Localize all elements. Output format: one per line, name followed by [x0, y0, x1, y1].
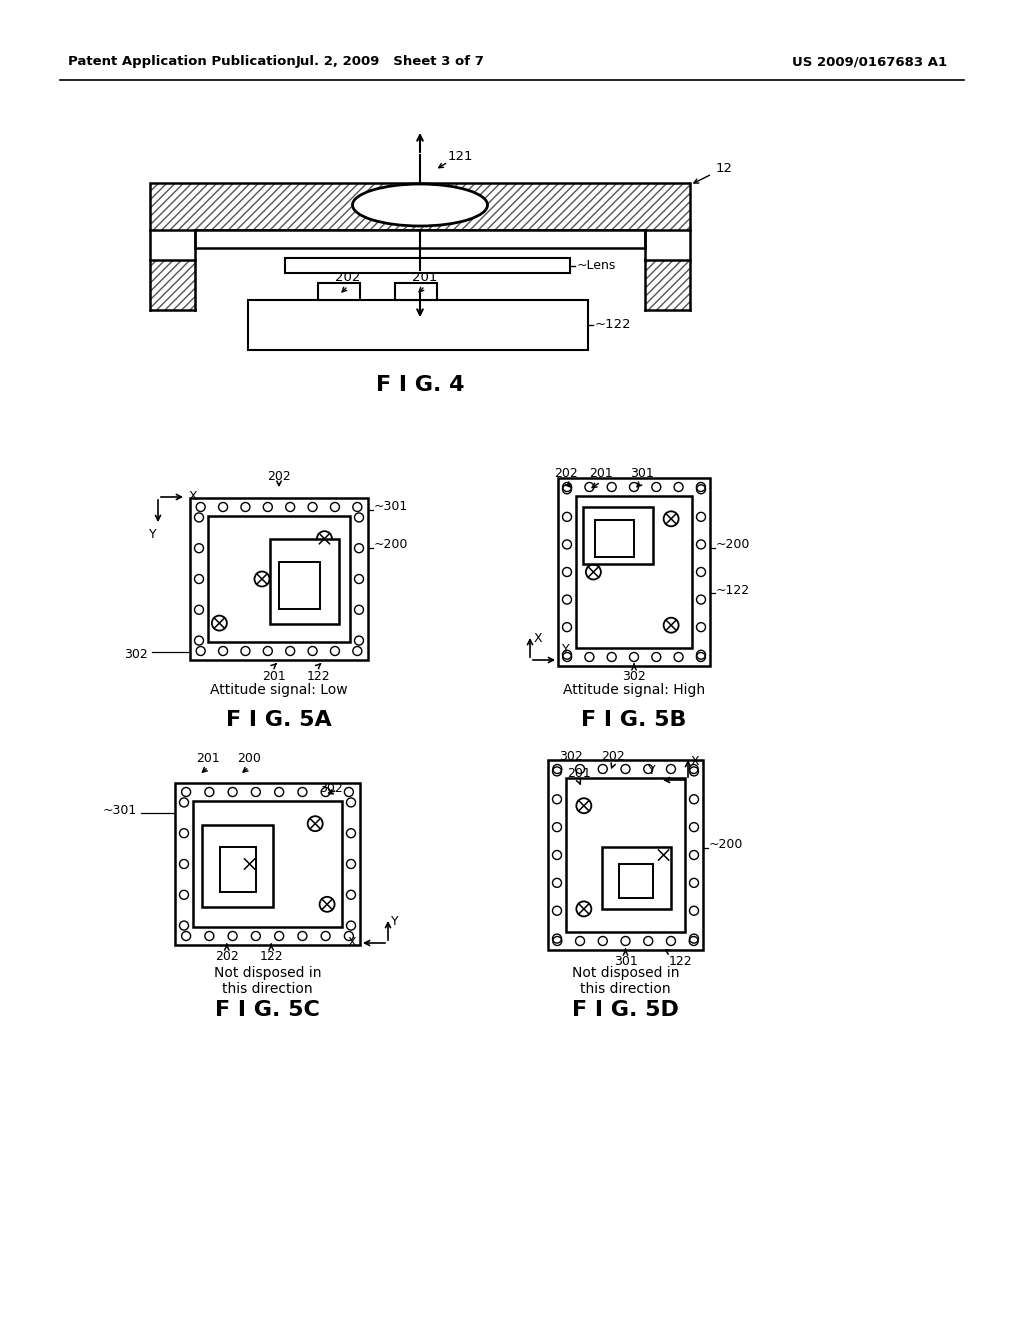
Bar	[596, 520, 634, 557]
Bar	[220, 847, 256, 892]
Text: X: X	[347, 936, 356, 949]
Text: 301: 301	[630, 467, 653, 480]
Text: ~301: ~301	[102, 804, 137, 817]
Text: Attitude signal: Low: Attitude signal: Low	[210, 682, 348, 697]
Text: F I G. 4: F I G. 4	[376, 375, 464, 395]
Text: Y: Y	[150, 528, 157, 541]
Ellipse shape	[352, 183, 487, 226]
Text: ~200: ~200	[374, 539, 409, 552]
Bar	[285, 257, 570, 273]
Bar	[602, 847, 671, 909]
Text: Jul. 2, 2009   Sheet 3 of 7: Jul. 2, 2009 Sheet 3 of 7	[296, 55, 484, 69]
Text: 202: 202	[267, 470, 291, 483]
Text: 200: 200	[238, 752, 261, 766]
Text: Attitude signal: High: Attitude signal: High	[563, 682, 706, 697]
Text: 201: 201	[197, 752, 220, 766]
Text: X: X	[691, 755, 699, 768]
Text: Y: Y	[562, 643, 569, 656]
Text: ~301: ~301	[374, 500, 409, 513]
Text: 302: 302	[559, 750, 583, 763]
Bar	[190, 498, 368, 660]
Text: ~122: ~122	[595, 318, 632, 331]
Bar	[175, 783, 360, 945]
Bar	[208, 516, 350, 642]
Bar	[150, 260, 195, 310]
Text: 202: 202	[335, 271, 360, 284]
Bar	[395, 282, 437, 300]
Text: ~200: ~200	[709, 838, 743, 851]
Text: Patent Application Publication: Patent Application Publication	[68, 55, 296, 69]
Text: ~Lens: ~Lens	[577, 259, 616, 272]
Text: 121: 121	[449, 149, 473, 162]
Text: 202: 202	[215, 950, 239, 964]
Text: 201: 201	[262, 671, 286, 682]
Text: 201: 201	[567, 767, 591, 780]
Bar	[248, 300, 588, 350]
Text: X: X	[534, 632, 543, 645]
Text: 201: 201	[589, 467, 612, 480]
Text: US 2009/0167683 A1: US 2009/0167683 A1	[793, 55, 947, 69]
Text: F I G. 5B: F I G. 5B	[582, 710, 687, 730]
Text: 302: 302	[319, 781, 343, 795]
Bar	[566, 777, 685, 932]
Bar	[645, 260, 690, 310]
Text: 202: 202	[601, 750, 625, 763]
Bar	[548, 760, 703, 950]
Bar	[558, 478, 710, 667]
Text: F I G. 5A: F I G. 5A	[226, 710, 332, 730]
Text: 202: 202	[554, 467, 578, 480]
Bar	[193, 801, 342, 927]
Bar	[150, 183, 690, 230]
Text: 302: 302	[623, 671, 646, 682]
Text: 122: 122	[306, 671, 330, 682]
Text: Not disposed in
this direction: Not disposed in this direction	[214, 966, 322, 997]
Bar	[575, 496, 692, 648]
Text: 12: 12	[716, 161, 733, 174]
Text: 122: 122	[669, 954, 692, 968]
Text: ~200: ~200	[716, 539, 751, 552]
Text: Y: Y	[391, 915, 398, 928]
Bar	[150, 183, 690, 230]
Text: F I G. 5D: F I G. 5D	[572, 1001, 679, 1020]
Text: 122: 122	[259, 950, 283, 964]
Bar	[270, 539, 339, 624]
Bar	[150, 260, 195, 310]
Bar	[618, 863, 653, 898]
Text: 302: 302	[124, 648, 148, 661]
Text: F I G. 5C: F I G. 5C	[215, 1001, 319, 1020]
Bar	[202, 825, 273, 907]
Bar	[279, 562, 319, 609]
Text: Not disposed in
this direction: Not disposed in this direction	[571, 966, 679, 997]
Text: Y: Y	[648, 764, 656, 777]
Text: X: X	[189, 491, 198, 503]
Bar	[583, 507, 652, 565]
Text: 301: 301	[613, 954, 637, 968]
Text: 201: 201	[413, 271, 437, 284]
Bar	[318, 282, 360, 300]
Text: ~122: ~122	[716, 583, 751, 597]
Bar	[195, 230, 645, 248]
